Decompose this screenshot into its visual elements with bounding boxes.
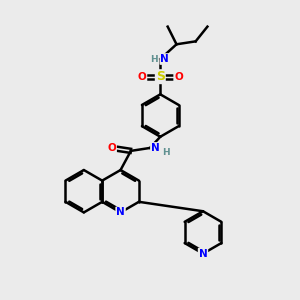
Text: H: H <box>150 55 158 64</box>
Text: S: S <box>156 70 165 83</box>
Text: N: N <box>151 143 160 153</box>
Text: H: H <box>162 148 170 157</box>
Text: N: N <box>199 249 207 259</box>
Text: N: N <box>160 54 169 64</box>
Text: N: N <box>116 207 125 218</box>
Text: O: O <box>138 72 146 82</box>
Text: O: O <box>107 143 116 153</box>
Text: O: O <box>174 72 183 82</box>
